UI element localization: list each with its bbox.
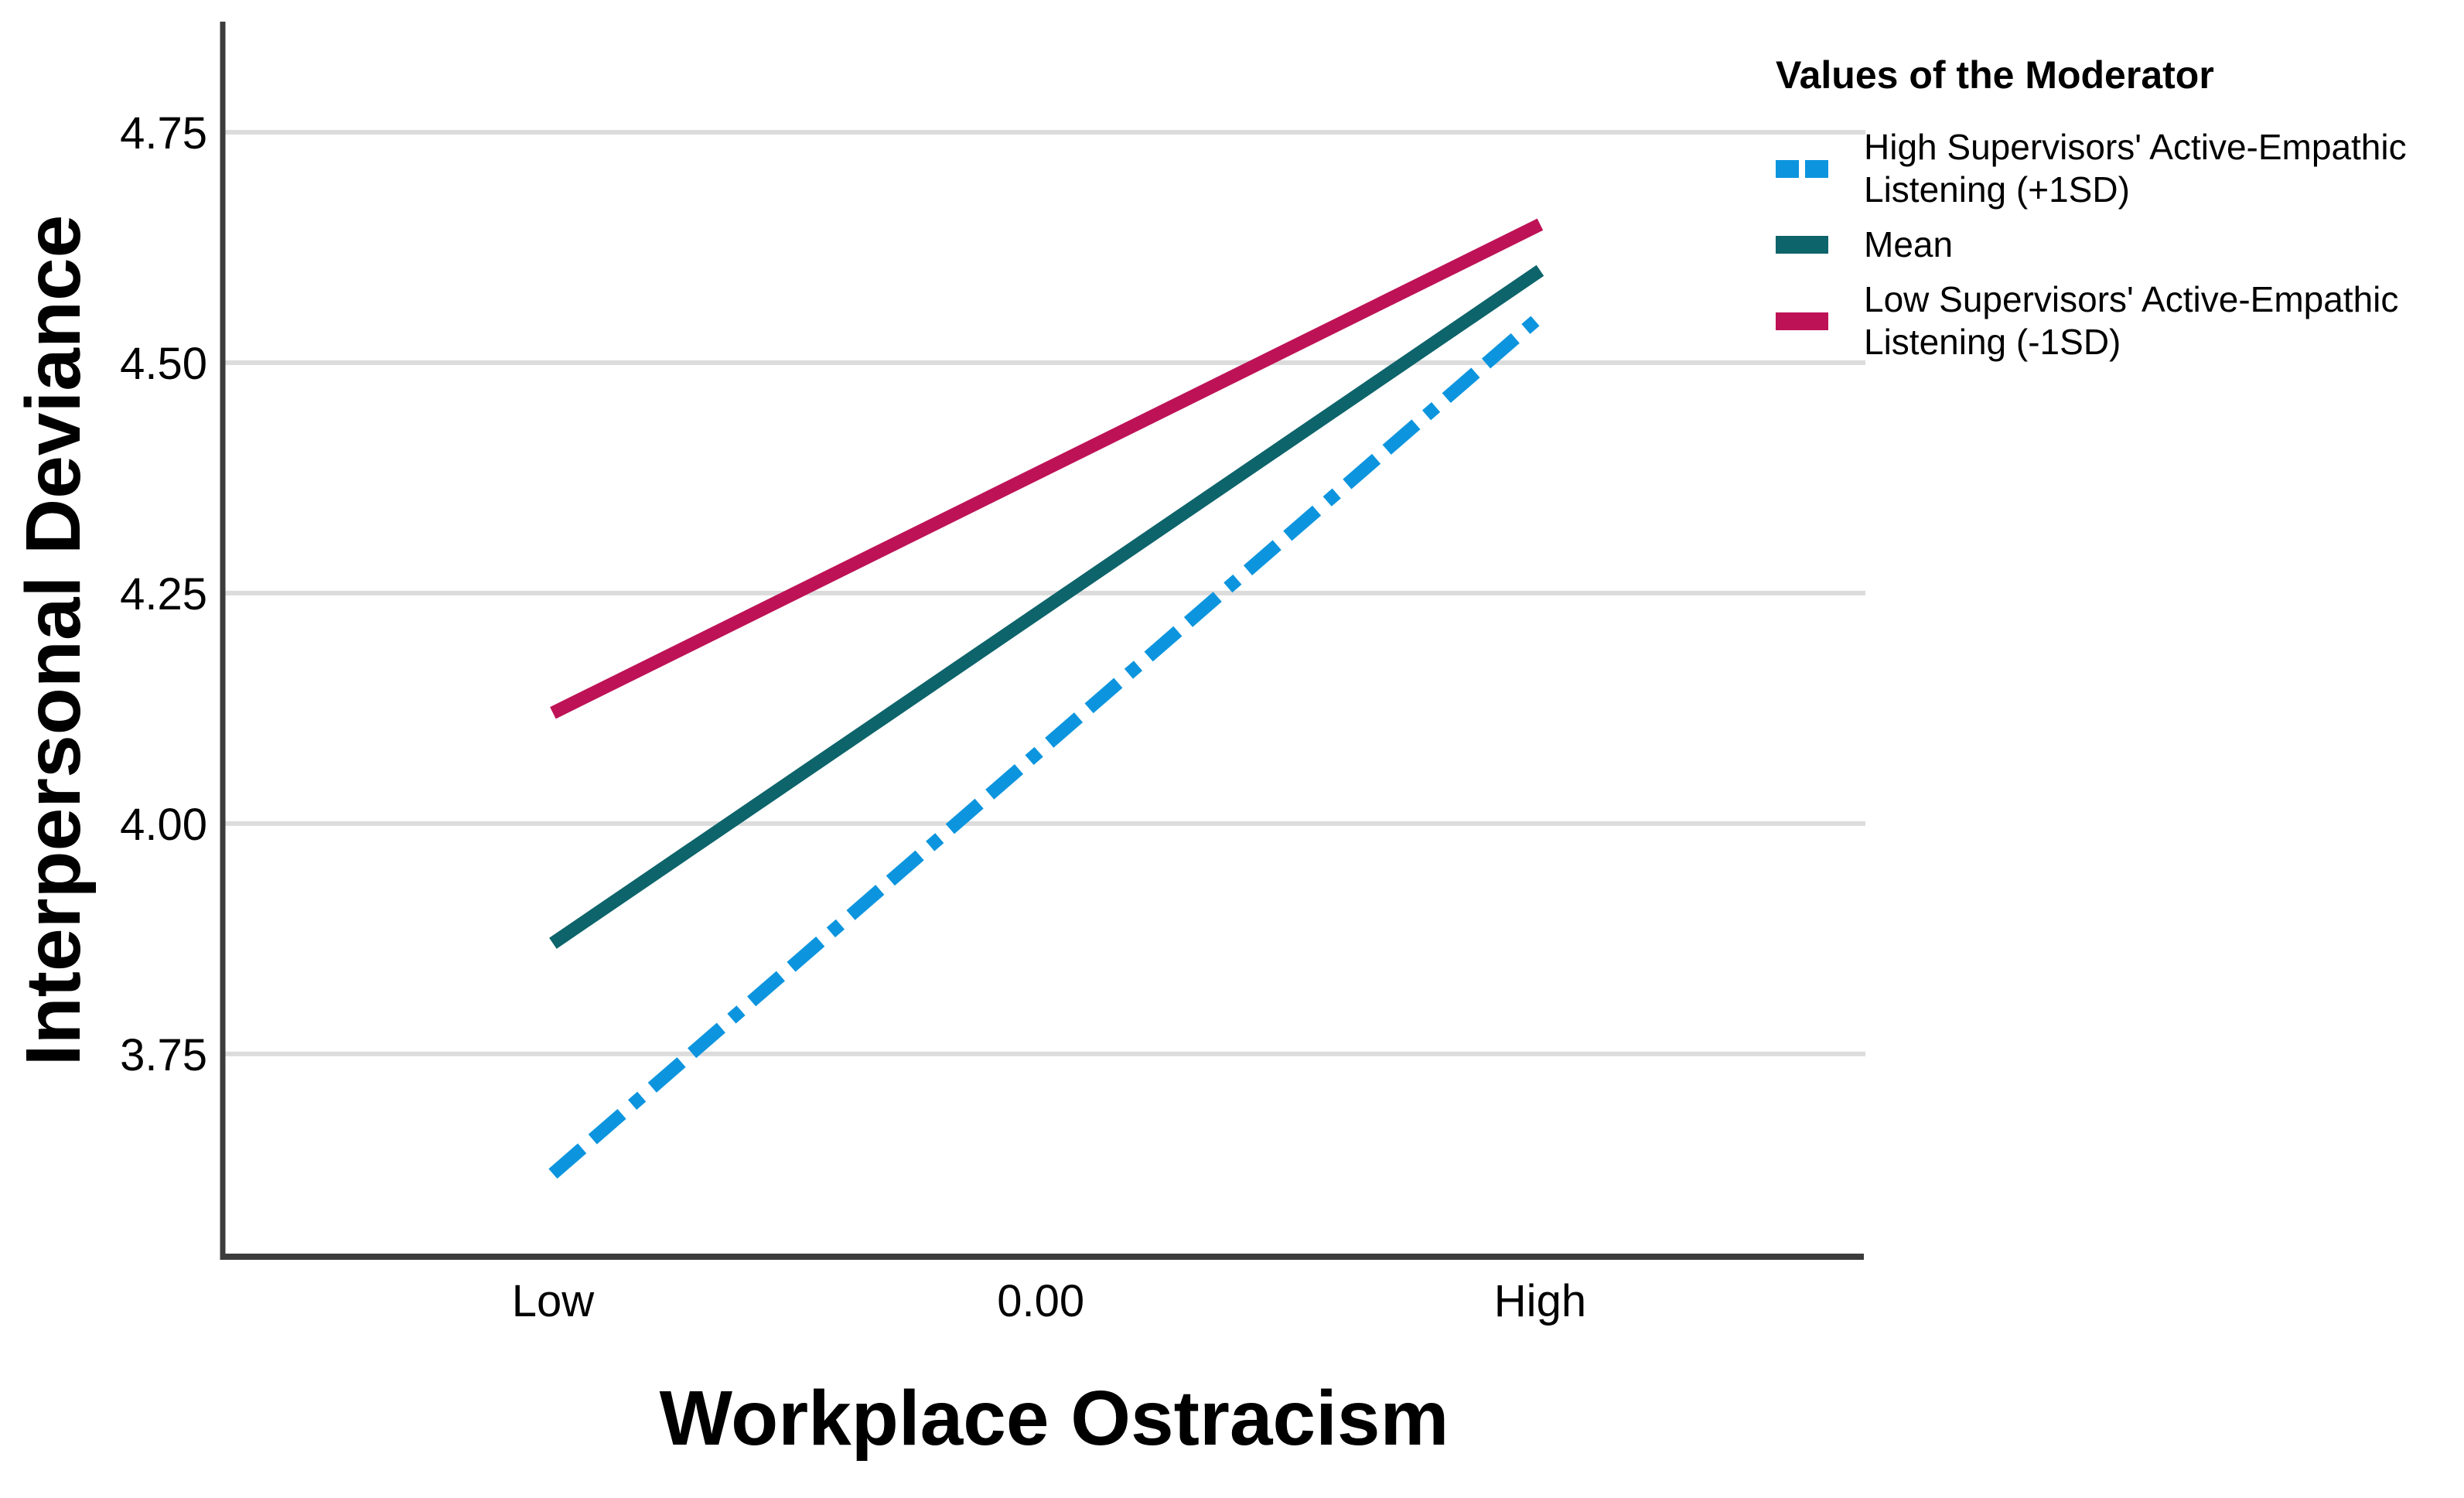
legend: Values of the Moderator High Supervisors… xyxy=(1776,54,2456,376)
series-lines-group xyxy=(548,218,1545,1179)
legend-label: Mean xyxy=(1864,224,1954,264)
y-tick-labels-group: 3.75 4.00 4.25 4.50 4.75 xyxy=(120,108,207,1080)
x-axis-title: Workplace Ostracism xyxy=(660,1375,1449,1462)
legend-swatch-box xyxy=(1776,236,1828,254)
legend-swatch-box xyxy=(1776,312,1828,330)
x-tick-label-high: High xyxy=(1494,1276,1586,1326)
y-tick-label-4.75: 4.75 xyxy=(120,108,207,159)
series-line-low-sd xyxy=(550,218,1544,719)
y-axis-title: Interpersonal Deviance xyxy=(10,215,97,1066)
series-line-high-sd xyxy=(548,311,1545,1179)
y-tick-label-4.00: 4.00 xyxy=(120,800,207,850)
legend-item-low-sd: Low Supervisors' Active-Empathic Listeni… xyxy=(1776,278,2456,363)
legend-swatch-solid-line-icon xyxy=(1776,236,1828,254)
legend-item-high-sd: High Supervisors' Active-Empathic Listen… xyxy=(1776,126,2456,211)
legend-swatch-solid-line-icon xyxy=(1776,312,1828,330)
legend-item-mean: Mean xyxy=(1776,224,2456,266)
y-tick-label-4.50: 4.50 xyxy=(120,339,207,389)
y-tick-label-3.75: 3.75 xyxy=(120,1030,207,1080)
x-tick-label-0.00: 0.00 xyxy=(997,1276,1084,1326)
series-line-mean xyxy=(549,264,1544,949)
axes-group xyxy=(220,22,1864,1260)
gridlines-group xyxy=(223,130,1865,1056)
x-tick-label-low: Low xyxy=(512,1276,596,1326)
x-tick-labels-group: Low 0.00 High xyxy=(512,1276,1586,1326)
legend-items: High Supervisors' Active-Empathic Listen… xyxy=(1776,126,2456,363)
y-tick-label-4.25: 4.25 xyxy=(120,569,207,619)
legend-swatch-dashed-line-icon xyxy=(1776,159,1828,178)
legend-label: Low Supervisors' Active-Empathic Listeni… xyxy=(1864,279,2399,362)
legend-title: Values of the Moderator xyxy=(1776,53,2214,97)
legend-label: High Supervisors' Active-Empathic Listen… xyxy=(1864,127,2407,210)
legend-swatch-box xyxy=(1776,159,1828,178)
